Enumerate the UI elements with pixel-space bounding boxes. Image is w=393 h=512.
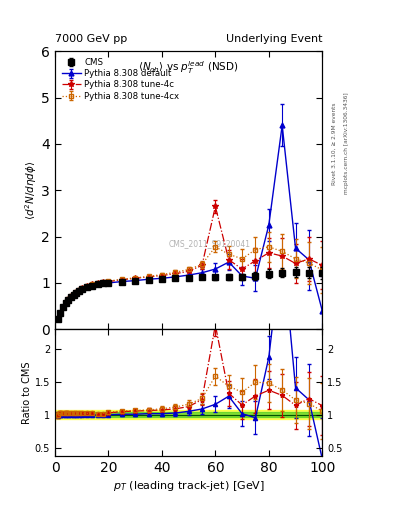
Y-axis label: $\langle d^2 N/d\eta d\phi\rangle$: $\langle d^2 N/d\eta d\phi\rangle$ (23, 161, 39, 220)
X-axis label: $p_T$ (leading track-jet) [GeV]: $p_T$ (leading track-jet) [GeV] (113, 479, 264, 493)
Text: 7000 GeV pp: 7000 GeV pp (55, 33, 127, 44)
Text: Underlying Event: Underlying Event (226, 33, 322, 44)
Text: $\langle N_{ch}\rangle$ vs $p_T^{lead}$ (NSD): $\langle N_{ch}\rangle$ vs $p_T^{lead}$ … (138, 59, 239, 76)
Text: Rivet 3.1.10, ≥ 2.9M events: Rivet 3.1.10, ≥ 2.9M events (332, 102, 337, 185)
Bar (55, 410, 322, 419)
Legend: CMS, Pythia 8.308 default, Pythia 8.308 tune-4c, Pythia 8.308 tune-4cx: CMS, Pythia 8.308 default, Pythia 8.308 … (59, 55, 182, 103)
Bar (55, 412, 322, 417)
Text: CMS_2011_S9120041: CMS_2011_S9120041 (169, 239, 251, 248)
Text: mcplots.cern.ch [arXiv:1306.3436]: mcplots.cern.ch [arXiv:1306.3436] (344, 93, 349, 194)
Y-axis label: Ratio to CMS: Ratio to CMS (22, 361, 32, 424)
